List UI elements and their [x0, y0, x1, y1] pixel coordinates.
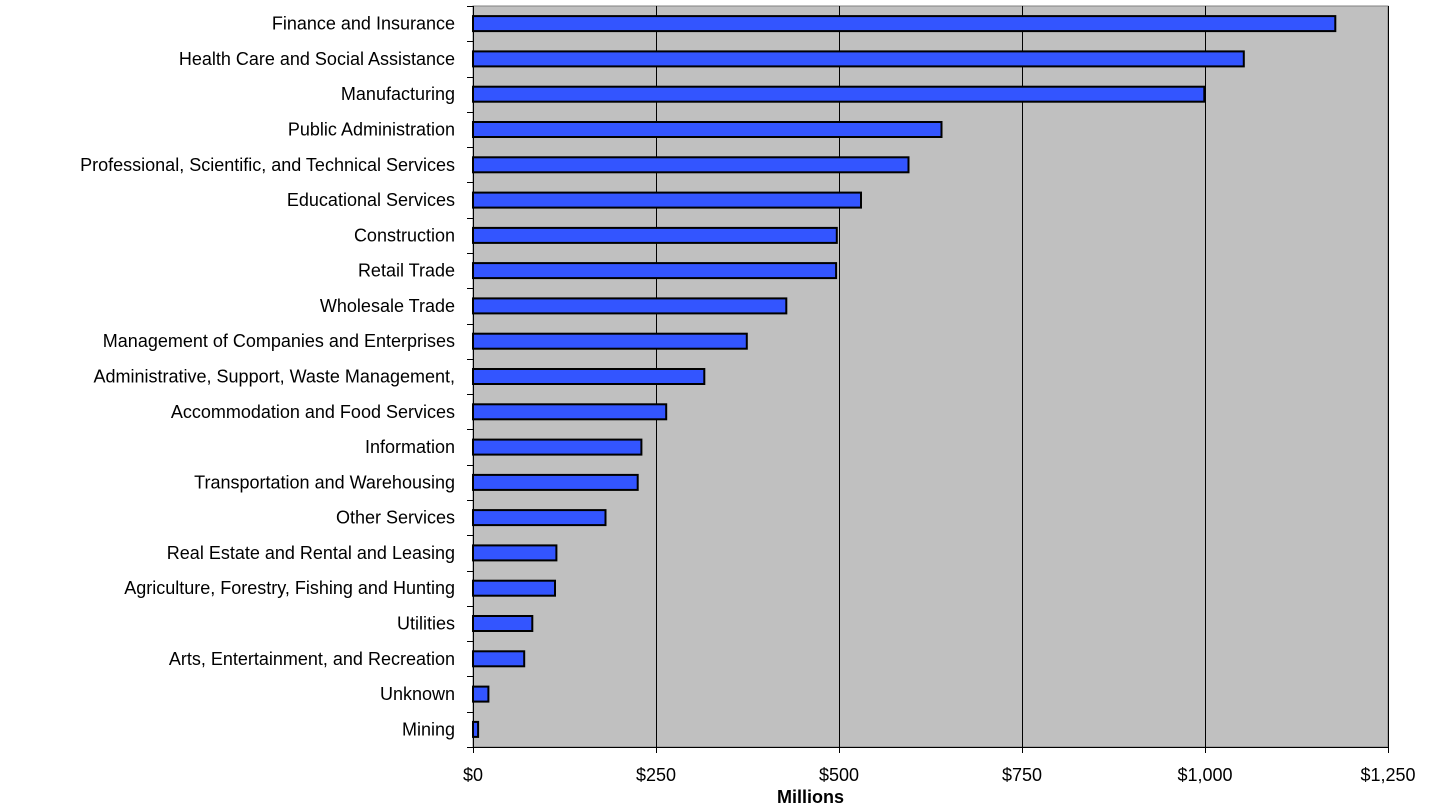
category-label-5: Educational Services	[287, 190, 455, 210]
x-tick-label-0: $0	[463, 765, 483, 785]
x-tick-label-4: $1,000	[1177, 765, 1232, 785]
x-tick-label-1: $250	[636, 765, 676, 785]
bar-14	[472, 509, 607, 527]
category-label-9: Management of Companies and Enterprises	[103, 331, 455, 351]
category-label-19: Unknown	[380, 684, 455, 704]
category-label-18: Arts, Entertainment, and Recreation	[169, 649, 455, 669]
bar-4	[472, 156, 910, 174]
category-label-8: Wholesale Trade	[320, 296, 455, 316]
bar-18	[472, 650, 526, 668]
category-label-15: Real Estate and Rental and Leasing	[167, 543, 455, 563]
bar-0	[472, 15, 1337, 33]
bar-8	[472, 297, 788, 315]
axes	[467, 6, 1389, 753]
bar-7	[472, 262, 838, 280]
x-tick-label-3: $750	[1002, 765, 1042, 785]
bar-17	[472, 615, 534, 632]
bar-2	[472, 85, 1206, 103]
category-label-12: Information	[365, 437, 455, 457]
bar-19	[472, 685, 490, 703]
category-label-6: Construction	[354, 225, 455, 245]
bar-10	[472, 368, 706, 385]
bar-9	[472, 332, 748, 350]
category-label-0: Finance and Insurance	[272, 14, 455, 34]
bar-5	[472, 191, 862, 209]
category-label-16: Agriculture, Forestry, Fishing and Hunti…	[124, 578, 455, 598]
category-label-20: Mining	[402, 719, 455, 739]
category-label-17: Utilities	[397, 614, 455, 634]
category-label-1: Health Care and Social Assistance	[179, 49, 455, 69]
x-tick-label-5: $1,250	[1360, 765, 1415, 785]
bar-15	[472, 544, 558, 562]
category-label-7: Retail Trade	[358, 261, 455, 281]
bar-1	[472, 50, 1245, 68]
category-label-2: Manufacturing	[341, 84, 455, 104]
category-label-3: Public Administration	[288, 120, 455, 140]
category-label-11: Accommodation and Food Services	[171, 402, 455, 422]
bar-11	[472, 403, 668, 421]
category-label-4: Professional, Scientific, and Technical …	[80, 155, 455, 175]
category-label-10: Administrative, Support, Waste Managemen…	[94, 367, 456, 387]
bar-3	[472, 121, 943, 138]
x-tick-labels: $0 $250 $500 $750 $1,000 $1,250	[463, 765, 1416, 785]
category-label-13: Transportation and Warehousing	[194, 472, 455, 492]
category-labels: Finance and Insurance Health Care and Soc…	[80, 14, 455, 740]
bar-6	[472, 226, 838, 244]
x-axis-title: Millions	[777, 787, 844, 807]
category-label-14: Other Services	[336, 508, 455, 528]
bar-12	[472, 438, 643, 456]
x-tick-label-2: $500	[819, 765, 859, 785]
bar-13	[472, 473, 639, 491]
bar-16	[472, 579, 556, 597]
